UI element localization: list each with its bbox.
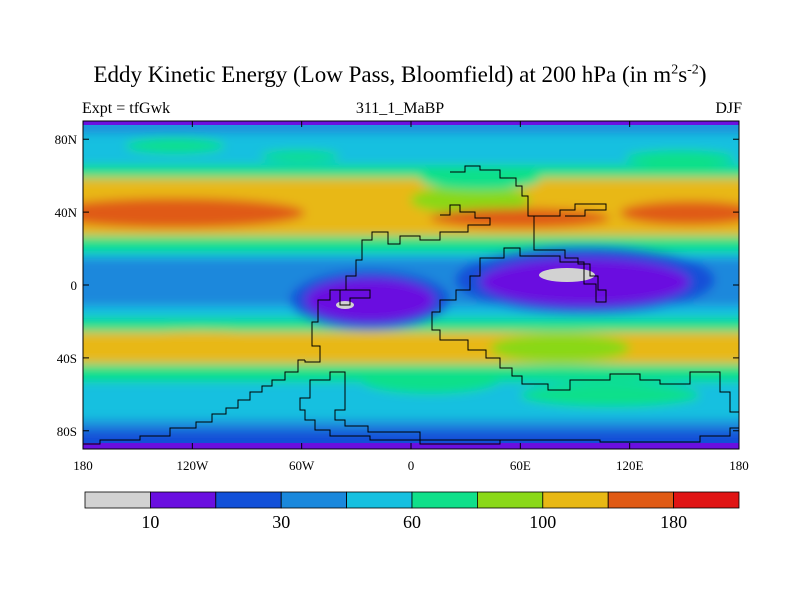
season-label: DJF — [715, 100, 742, 117]
colorbar-label: 180 — [660, 512, 687, 532]
colorbar-swatch — [411, 491, 478, 509]
lat-tick-label: 40N — [55, 205, 78, 220]
eke-field — [83, 121, 739, 449]
western-landmass-outline — [83, 359, 305, 445]
eastern-margin-outline — [528, 203, 607, 217]
lon-tick-label: 0 — [408, 458, 415, 473]
colorbar-label: 30 — [272, 512, 290, 532]
longitude-axis: 180 120W 60W 0 60E 120E 180 — [73, 121, 749, 473]
lon-tick-label: 180 — [729, 458, 749, 473]
lon-tick-label: 120W — [176, 458, 209, 473]
colorbar-swatch — [476, 491, 544, 509]
inner-basin-outline — [339, 289, 371, 306]
colorbar-swatch — [346, 491, 413, 509]
lat-tick-label: 0 — [71, 278, 78, 293]
continent-outlines — [83, 165, 739, 445]
experiment-label: Expt = tfGwk — [82, 100, 171, 117]
colorbar-swatch — [542, 491, 609, 509]
lon-tick-label: 180 — [73, 458, 93, 473]
supercontinent-outline — [299, 165, 739, 445]
colorbar-label: 60 — [403, 512, 421, 532]
colorbar-swatch — [215, 491, 282, 509]
latitude-axis: 80N 40N 0 40S 80S — [55, 132, 739, 439]
lat-tick-label: 80N — [55, 132, 78, 147]
chart-title: Eddy Kinetic Energy (Low Pass, Bloomfiel… — [93, 62, 707, 87]
run-label: 311_1_MaBP — [355, 100, 445, 117]
colorbar-swatch — [673, 491, 740, 509]
colorbar-swatch — [84, 491, 151, 509]
lon-tick-label: 60W — [289, 458, 315, 473]
colorbar: 10 30 60 100 180 — [84, 491, 740, 532]
colorbar-swatch — [149, 491, 217, 509]
colorbar-swatch — [280, 491, 348, 509]
colorbar-label: 100 — [529, 512, 556, 532]
colorbar-label: 10 — [141, 512, 159, 532]
colorbar-swatch — [607, 491, 675, 509]
lon-tick-label: 60E — [510, 458, 531, 473]
tethys-margin-outline — [304, 204, 491, 363]
lat-tick-label: 40S — [57, 351, 77, 366]
lat-tick-label: 80S — [57, 424, 77, 439]
lon-tick-label: 120E — [616, 458, 644, 473]
